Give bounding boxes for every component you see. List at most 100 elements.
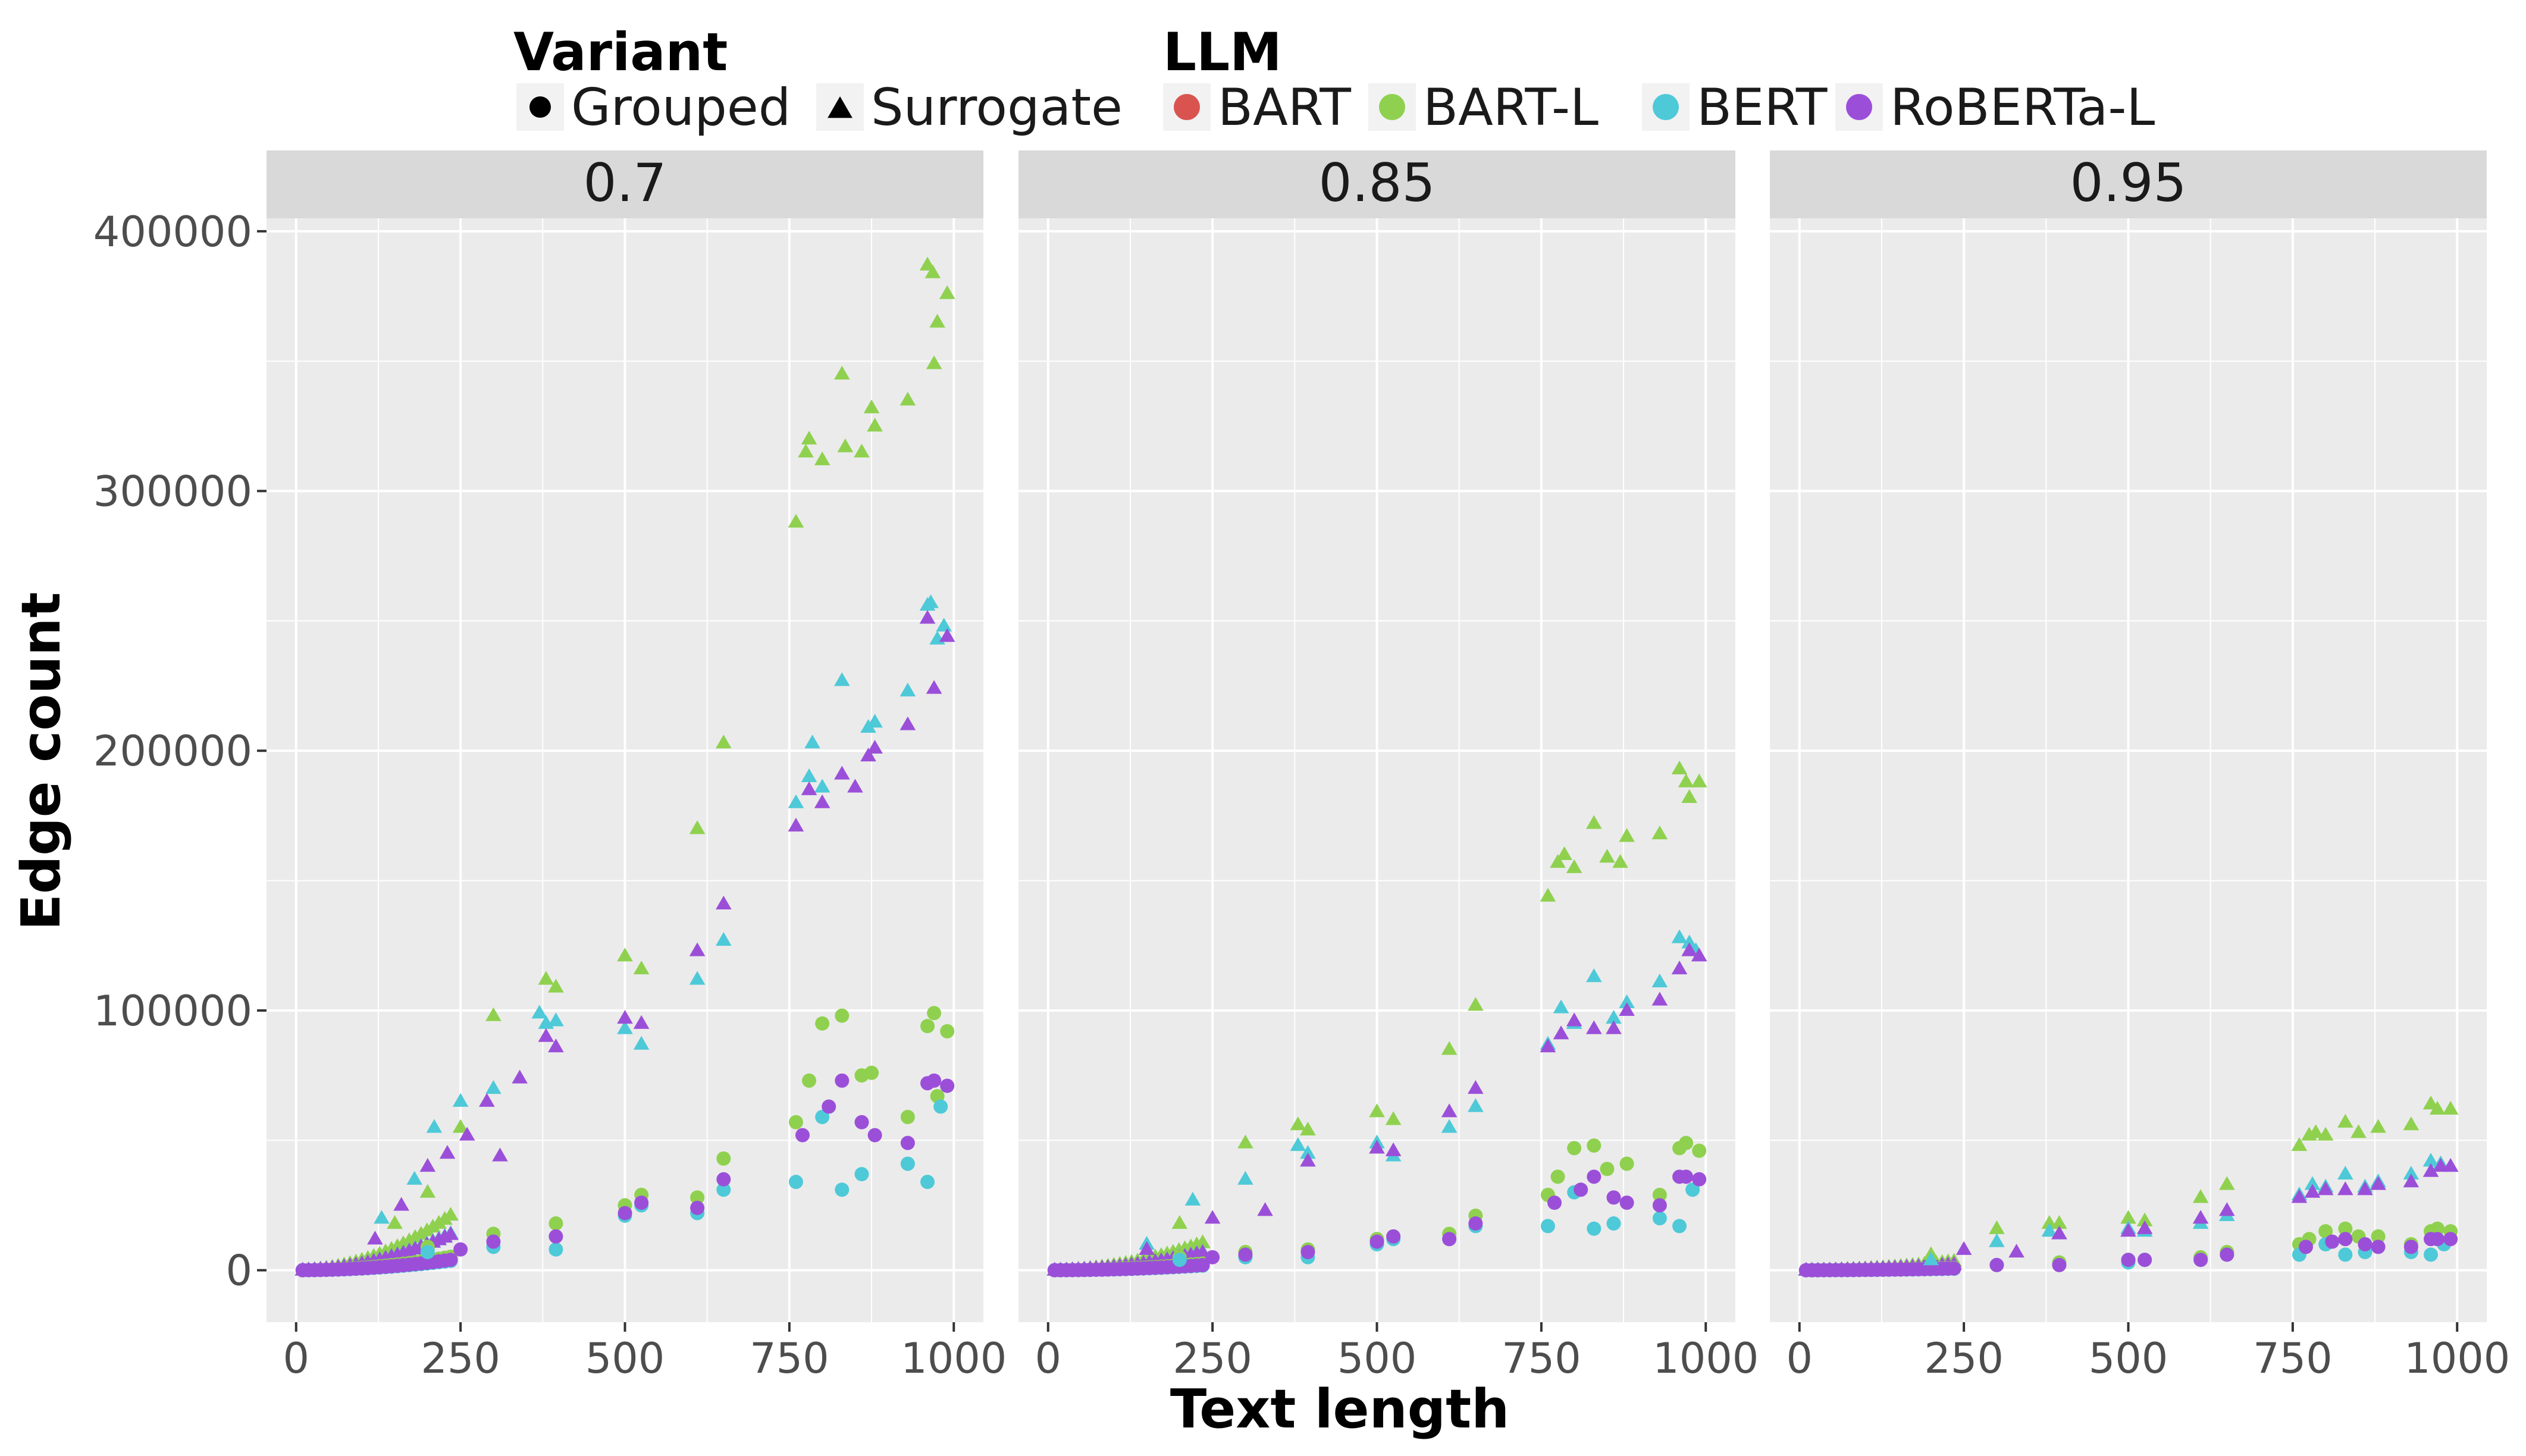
data-point-triangle — [492, 1147, 508, 1162]
series-roberta-l-surrogate — [367, 610, 955, 1245]
facet-panel-0.85: 0.85 0 250 500 750 1000 — [1018, 150, 1759, 1383]
data-point-triangle — [419, 1184, 436, 1198]
data-point-triangle — [847, 779, 863, 793]
data-point-circle — [2138, 1253, 2152, 1267]
data-point-circle — [2121, 1253, 2136, 1267]
data-point-triangle — [2041, 1223, 2058, 1237]
facet-panel-0.7: 0.7 0 250 500 750 1000 0 100000 200000 300000 4000… — [93, 150, 1007, 1383]
x-tick-label: 0 — [1035, 1334, 1061, 1383]
data-point-triangle — [2192, 1189, 2209, 1203]
x-tick-label: 750 — [2253, 1334, 2333, 1383]
data-point-circle — [940, 1024, 955, 1038]
data-point-triangle — [1385, 1111, 1402, 1125]
data-point-triangle — [1257, 1202, 1273, 1216]
data-point-triangle — [2051, 1215, 2067, 1229]
data-point-circle — [634, 1195, 649, 1210]
data-point-triangle — [479, 1093, 495, 1107]
data-point-circle — [2318, 1224, 2333, 1239]
data-point-circle — [549, 1216, 563, 1231]
data-point-triangle — [1606, 1010, 1622, 1024]
data-point-triangle — [2219, 1176, 2235, 1190]
data-point-circle — [854, 1115, 869, 1129]
data-point-triangle — [2008, 1244, 2024, 1258]
legend-label-bert: BERT — [1697, 78, 1828, 137]
data-point-triangle — [689, 942, 706, 956]
data-point-triangle — [1691, 773, 1707, 787]
data-point-triangle — [804, 735, 820, 749]
data-point-circle — [486, 1234, 501, 1249]
data-point-triangle — [1139, 1241, 1155, 1255]
data-point-triangle — [900, 391, 916, 406]
data-point-triangle — [798, 444, 814, 458]
x-tick-label: 750 — [750, 1334, 829, 1383]
data-point-triangle — [374, 1210, 390, 1224]
data-point-triangle — [2120, 1223, 2136, 1237]
data-point-circle — [1567, 1141, 1582, 1156]
data-point-triangle — [1599, 849, 1615, 863]
data-point-triangle — [2192, 1210, 2209, 1224]
facet-strip-label: 0.85 — [1319, 152, 1436, 214]
x-tick-label: 500 — [2089, 1334, 2168, 1383]
data-point-triangle — [689, 971, 706, 985]
data-point-triangle — [452, 1093, 469, 1107]
data-point-triangle — [393, 1197, 409, 1211]
data-point-circle — [2193, 1253, 2208, 1267]
data-point-triangle — [443, 1207, 459, 1221]
facet-strip — [1018, 150, 1735, 218]
data-point-circle — [2430, 1221, 2445, 1236]
data-point-triangle — [1290, 1137, 1306, 1151]
data-point-triangle — [2337, 1181, 2353, 1195]
data-point-triangle — [716, 932, 732, 946]
legend-llm-swatch — [1174, 94, 1200, 120]
data-point-triangle — [1586, 815, 1602, 829]
x-axis-title: Text length — [1170, 1378, 1509, 1441]
data-point-triangle — [1237, 1171, 1253, 1185]
data-point-triangle — [919, 610, 936, 624]
data-point-circle — [920, 1175, 935, 1190]
data-point-circle — [802, 1073, 817, 1088]
legend: Variant LLM Grouped Surrogate BART BART-L BE… — [513, 21, 2155, 137]
data-point-triangle — [1671, 961, 1688, 975]
series-roberta-l-grouped — [1205, 1169, 1707, 1264]
data-point-triangle — [2304, 1176, 2321, 1190]
data-point-triangle — [1989, 1220, 2005, 1234]
data-point-circle — [1547, 1195, 1562, 1210]
data-point-circle — [2371, 1229, 2386, 1244]
data-point-triangle — [834, 366, 850, 380]
data-point-triangle — [1204, 1210, 1221, 1224]
data-point-circle — [920, 1019, 935, 1034]
data-point-triangle — [2317, 1126, 2334, 1141]
data-point-triangle — [1955, 1241, 1972, 1255]
data-point-circle — [2338, 1221, 2353, 1236]
data-point-triangle — [1923, 1251, 1939, 1266]
data-point-triangle — [1671, 760, 1688, 774]
data-point-triangle — [689, 820, 706, 834]
data-point-triangle — [929, 313, 945, 328]
data-point-triangle — [2403, 1166, 2420, 1180]
data-point-triangle — [924, 264, 941, 278]
data-point-triangle — [2442, 1100, 2459, 1115]
data-point-triangle — [1553, 999, 1569, 1013]
data-point-triangle — [834, 672, 850, 686]
data-point-triangle — [419, 1157, 436, 1172]
data-point-triangle — [1550, 854, 1566, 868]
data-point-triangle — [426, 1119, 443, 1133]
data-point-circle — [1195, 1258, 1210, 1273]
data-point-circle — [1947, 1261, 1961, 1276]
data-point-circle — [1679, 1169, 1694, 1184]
data-point-circle — [815, 1016, 830, 1031]
data-point-circle — [1619, 1195, 1634, 1210]
series-roberta-l-grouped — [1989, 1232, 2458, 1272]
data-point-triangle — [2308, 1124, 2324, 1138]
data-point-circle — [443, 1253, 458, 1267]
x-tick-label: 1000 — [1653, 1334, 1759, 1383]
data-point-triangle — [1619, 994, 1635, 1008]
data-point-triangle — [1556, 846, 1572, 861]
data-point-circle — [940, 1078, 955, 1093]
data-point-triangle — [1989, 1233, 2005, 1247]
data-point-circle — [2443, 1232, 2458, 1247]
data-point-triangle — [926, 355, 942, 369]
data-point-circle — [618, 1206, 632, 1220]
data-point-triangle — [1681, 934, 1697, 949]
